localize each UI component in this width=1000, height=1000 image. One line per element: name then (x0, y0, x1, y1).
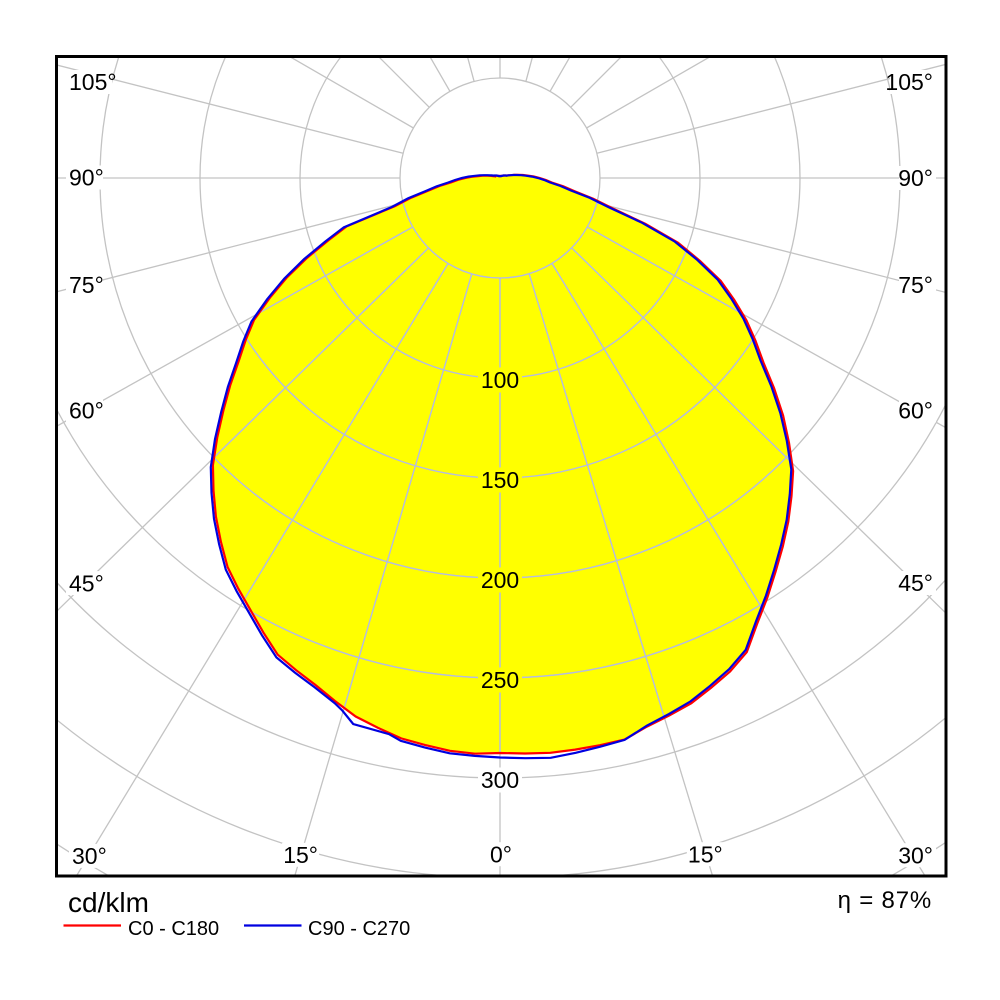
svg-text:75°: 75° (69, 272, 104, 298)
svg-text:15°: 15° (688, 841, 723, 867)
svg-text:100: 100 (481, 367, 519, 393)
svg-text:75°: 75° (898, 272, 933, 298)
svg-text:30°: 30° (898, 842, 933, 868)
svg-text:200: 200 (481, 567, 519, 593)
svg-text:45°: 45° (898, 570, 933, 596)
svg-text:300: 300 (481, 767, 519, 793)
svg-text:90°: 90° (69, 165, 104, 191)
svg-text:cd/klm: cd/klm (68, 887, 149, 918)
svg-text:250: 250 (481, 667, 519, 693)
svg-text:15°: 15° (283, 842, 318, 868)
svg-text:30°: 30° (72, 843, 107, 869)
svg-text:105°: 105° (885, 69, 933, 95)
svg-text:0°: 0° (490, 841, 512, 867)
svg-text:150: 150 (481, 467, 519, 493)
svg-text:C90 - C270: C90 - C270 (308, 918, 410, 940)
svg-text:η = 87%: η = 87% (838, 887, 932, 914)
svg-text:90°: 90° (898, 165, 933, 191)
svg-text:105°: 105° (69, 69, 117, 95)
svg-text:60°: 60° (898, 398, 933, 424)
svg-text:60°: 60° (69, 398, 104, 424)
svg-text:45°: 45° (69, 570, 104, 596)
svg-text:C0 - C180: C0 - C180 (128, 918, 219, 940)
